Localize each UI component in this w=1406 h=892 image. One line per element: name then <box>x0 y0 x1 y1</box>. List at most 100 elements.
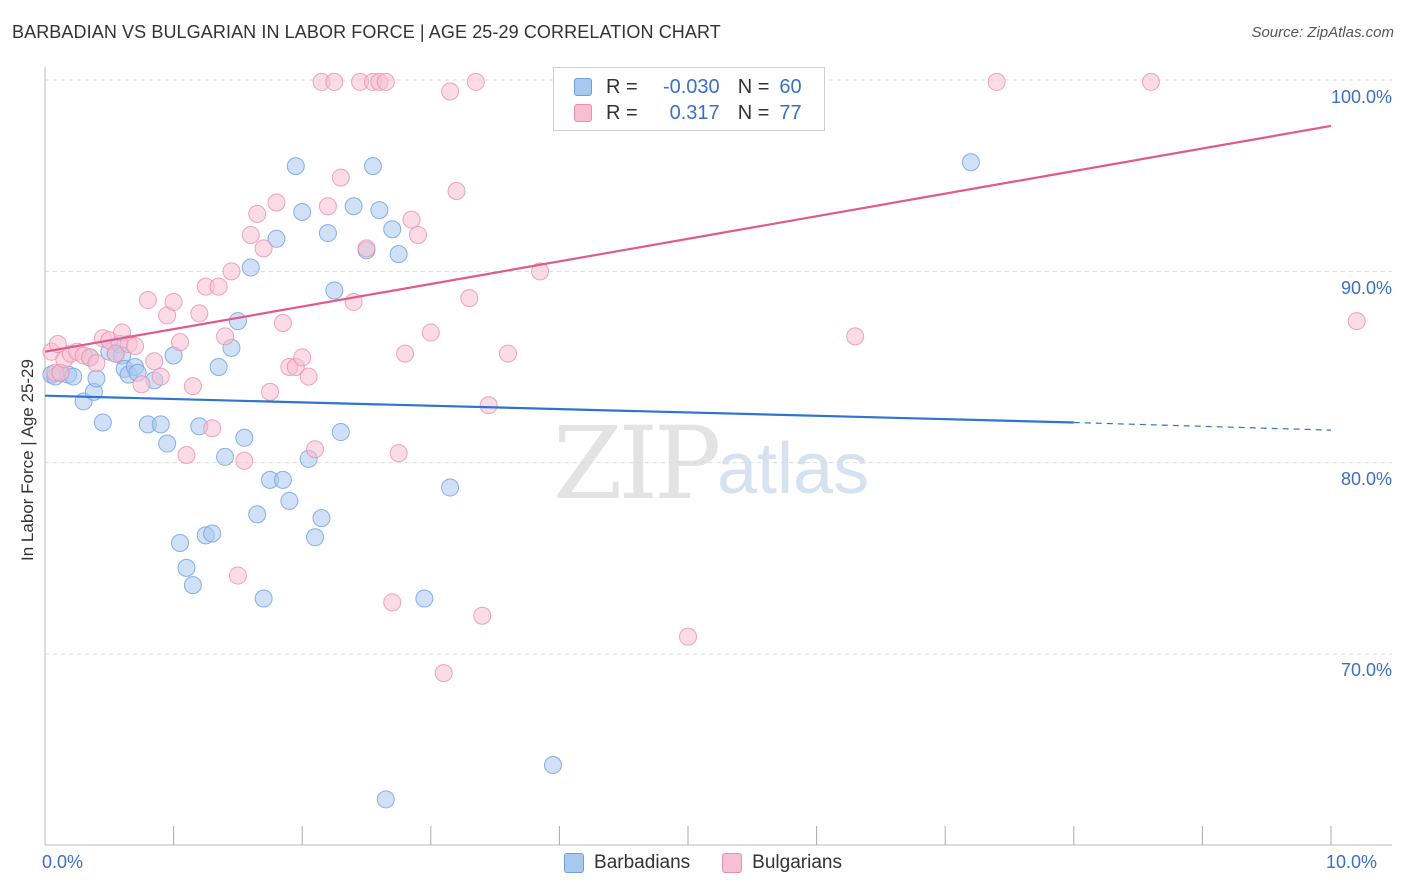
legend-item-barbadians[interactable]: Barbadians <box>564 852 690 874</box>
point-barbadian <box>235 428 254 447</box>
correlation-legend: R = -0.030 N = 60 R = 0.317 N = 77 <box>553 67 825 131</box>
point-barbadian <box>441 478 460 497</box>
legend-r-value: -0.030 <box>662 75 720 98</box>
point-bulgarian <box>254 239 273 258</box>
point-bulgarian <box>325 72 344 91</box>
legend-n-value: 60 <box>779 75 802 98</box>
point-barbadian <box>318 224 337 243</box>
point-barbadian <box>177 558 196 577</box>
trend-line-barbadians <box>44 394 1074 424</box>
point-barbadian <box>306 528 325 547</box>
point-barbadian <box>254 589 273 608</box>
legend-swatch-blue <box>564 853 585 873</box>
point-bulgarian <box>190 304 209 323</box>
legend-swatch-blue <box>574 78 592 96</box>
axes <box>44 67 1392 846</box>
legend-row-barbadians: R = -0.030 N = 60 <box>574 75 802 99</box>
point-barbadian <box>286 157 305 176</box>
watermark-atlas: atlas <box>717 429 870 509</box>
point-bulgarian <box>408 225 427 244</box>
legend-r-label: R = <box>606 75 638 98</box>
legend-label: Barbadians <box>594 852 691 873</box>
point-barbadian <box>158 434 177 453</box>
point-bulgarian <box>447 181 466 200</box>
point-bulgarian <box>241 225 260 244</box>
data-points <box>42 72 1366 809</box>
point-bulgarian <box>248 204 267 223</box>
point-bulgarian <box>171 333 190 352</box>
point-barbadian <box>383 220 402 239</box>
chart-title: BARBADIAN VS BULGARIAN IN LABOR FORCE | … <box>12 22 721 42</box>
point-barbadian <box>370 201 389 220</box>
point-barbadian <box>415 589 434 608</box>
legend-swatch-pink <box>722 853 743 873</box>
point-bulgarian <box>261 382 280 401</box>
point-barbadian <box>331 423 350 442</box>
point-barbadian <box>171 534 190 553</box>
point-bulgarian <box>376 72 395 91</box>
watermark-zip: ZIP <box>553 405 721 522</box>
point-bulgarian <box>132 375 151 394</box>
point-bulgarian <box>126 336 145 355</box>
point-bulgarian <box>267 193 286 212</box>
point-barbadian <box>216 447 235 466</box>
point-barbadian <box>228 312 247 331</box>
point-bulgarian <box>987 72 1006 91</box>
trend-lines <box>44 124 1332 431</box>
point-barbadian <box>241 258 260 277</box>
point-barbadian <box>961 153 980 172</box>
point-bulgarian <box>498 344 517 363</box>
y-tick-label-80: 80.0% <box>1340 469 1392 489</box>
source-label: Source: ZipAtlas.com <box>1251 24 1394 41</box>
point-bulgarian <box>145 352 164 371</box>
point-barbadian <box>209 358 228 376</box>
point-bulgarian <box>1347 312 1366 331</box>
legend-n-label: N = <box>737 101 770 124</box>
point-barbadian <box>248 505 267 524</box>
point-bulgarian <box>846 327 865 346</box>
point-barbadian <box>389 245 408 264</box>
grid-lines <box>45 79 1392 655</box>
point-bulgarian <box>203 419 222 438</box>
point-bulgarian <box>1141 72 1160 91</box>
series-legend: Barbadians Bulgarians <box>0 852 1406 874</box>
point-barbadian <box>363 157 382 176</box>
point-bulgarian <box>273 313 292 332</box>
point-barbadian <box>280 491 299 510</box>
point-barbadian <box>312 509 331 528</box>
point-bulgarian <box>306 440 325 459</box>
legend-label: Bulgarians <box>752 852 842 873</box>
point-barbadian <box>344 197 363 216</box>
point-bulgarian <box>235 451 254 470</box>
point-bulgarian <box>299 367 318 386</box>
y-axis-label: In Labor Force | Age 25-29 <box>18 359 37 561</box>
point-bulgarian <box>293 348 312 367</box>
point-bulgarian <box>222 262 241 281</box>
point-bulgarian <box>434 664 453 683</box>
point-barbadian <box>183 576 202 595</box>
point-bulgarian <box>106 344 125 363</box>
x-tick-label-0: 0.0% <box>42 852 84 872</box>
point-barbadian <box>273 470 292 489</box>
point-bulgarian <box>164 292 183 311</box>
point-bulgarian <box>396 344 415 363</box>
point-bulgarian <box>466 72 485 91</box>
point-bulgarian <box>402 210 421 229</box>
point-barbadian <box>293 203 312 222</box>
point-barbadian <box>267 229 286 248</box>
point-bulgarian <box>209 277 228 296</box>
point-barbadian <box>325 281 344 300</box>
legend-row-bulgarians: R = 0.317 N = 77 <box>574 101 802 125</box>
legend-item-bulgarians[interactable]: Bulgarians <box>722 852 842 874</box>
point-bulgarian <box>331 168 350 187</box>
point-barbadian <box>203 524 222 543</box>
point-bulgarian <box>441 82 460 101</box>
point-bulgarian <box>183 377 202 396</box>
point-bulgarian <box>138 291 157 310</box>
point-bulgarian <box>460 289 479 308</box>
point-barbadian <box>87 369 106 388</box>
point-barbadian <box>151 415 170 434</box>
point-bulgarian <box>151 367 170 386</box>
point-bulgarian <box>473 606 492 625</box>
